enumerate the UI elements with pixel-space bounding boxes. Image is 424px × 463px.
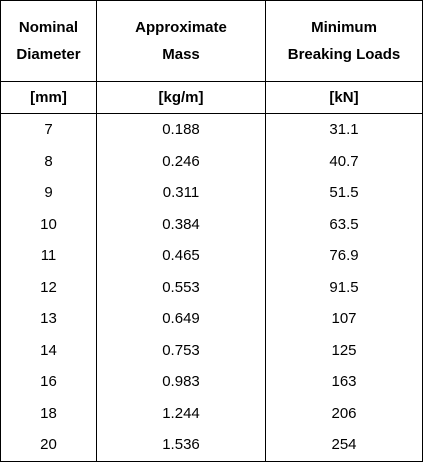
cell-breaking-load: 107 [331, 310, 357, 328]
header-minimum-breaking-loads: Minimum Breaking Loads [266, 1, 422, 81]
table-row: 13 0.649 107 [1, 303, 422, 335]
cell-diameter: 9 [44, 184, 53, 202]
header-line: Diameter [16, 46, 81, 63]
cell-breaking-load: 76.9 [329, 247, 359, 265]
cell-mass: 0.753 [162, 341, 200, 359]
header-nominal-diameter: Nominal Diameter [1, 1, 96, 81]
cell-breaking-load: 40.7 [329, 152, 359, 170]
cell-diameter: 20 [40, 436, 57, 454]
table-row: 10 0.384 63.5 [1, 209, 422, 241]
table-row: 9 0.311 51.5 [1, 177, 422, 209]
cell-diameter: 18 [40, 404, 57, 422]
cell-diameter: 16 [40, 373, 57, 391]
header-line: Approximate [135, 19, 227, 36]
unit-kn: [kN] [329, 89, 359, 106]
table-row: 20 1.536 254 [1, 429, 422, 461]
header-line: Breaking Loads [287, 46, 401, 63]
table-row: 18 1.244 206 [1, 398, 422, 430]
header-line: Minimum [311, 19, 377, 36]
cell-breaking-load: 91.5 [329, 278, 359, 296]
table-row: 8 0.246 40.7 [1, 146, 422, 178]
header-line: Nominal [18, 19, 79, 36]
cell-breaking-load: 31.1 [329, 121, 359, 139]
cell-diameter: 11 [40, 247, 57, 265]
cell-diameter: 12 [40, 278, 57, 296]
cell-breaking-load: 51.5 [329, 184, 359, 202]
cell-mass: 0.384 [162, 215, 200, 233]
cell-mass: 0.465 [162, 247, 200, 265]
cell-diameter: 7 [44, 121, 53, 139]
cell-diameter: 13 [40, 310, 57, 328]
unit-divider [1, 113, 422, 114]
cell-diameter: 10 [40, 215, 57, 233]
cell-breaking-load: 125 [331, 341, 357, 359]
cell-mass: 1.536 [162, 436, 200, 454]
unit-mm: [mm] [30, 89, 67, 106]
table-row: 7 0.188 31.1 [1, 114, 422, 146]
column-divider [96, 1, 97, 461]
table-row: 14 0.753 125 [1, 335, 422, 367]
cell-mass: 0.246 [162, 152, 200, 170]
cell-breaking-load: 63.5 [329, 215, 359, 233]
cell-mass: 0.553 [162, 278, 200, 296]
cell-breaking-load: 206 [331, 404, 357, 422]
table-row: 11 0.465 76.9 [1, 240, 422, 272]
cell-breaking-load: 254 [331, 436, 357, 454]
cell-mass: 0.983 [162, 373, 200, 391]
cell-diameter: 14 [40, 341, 57, 359]
cell-diameter: 8 [44, 152, 53, 170]
cell-mass: 0.311 [162, 184, 200, 202]
unit-kg-per-m: [kg/m] [158, 89, 204, 106]
table-row: 16 0.983 163 [1, 366, 422, 398]
column-divider [265, 1, 266, 461]
header-line: Mass [162, 46, 200, 63]
cell-breaking-load: 163 [331, 373, 357, 391]
table-row: 12 0.553 91.5 [1, 272, 422, 304]
header-divider [1, 81, 422, 82]
cell-mass: 1.244 [162, 404, 200, 422]
header-approximate-mass: Approximate Mass [97, 1, 265, 81]
cell-mass: 0.188 [162, 121, 200, 139]
cell-mass: 0.649 [162, 310, 200, 328]
